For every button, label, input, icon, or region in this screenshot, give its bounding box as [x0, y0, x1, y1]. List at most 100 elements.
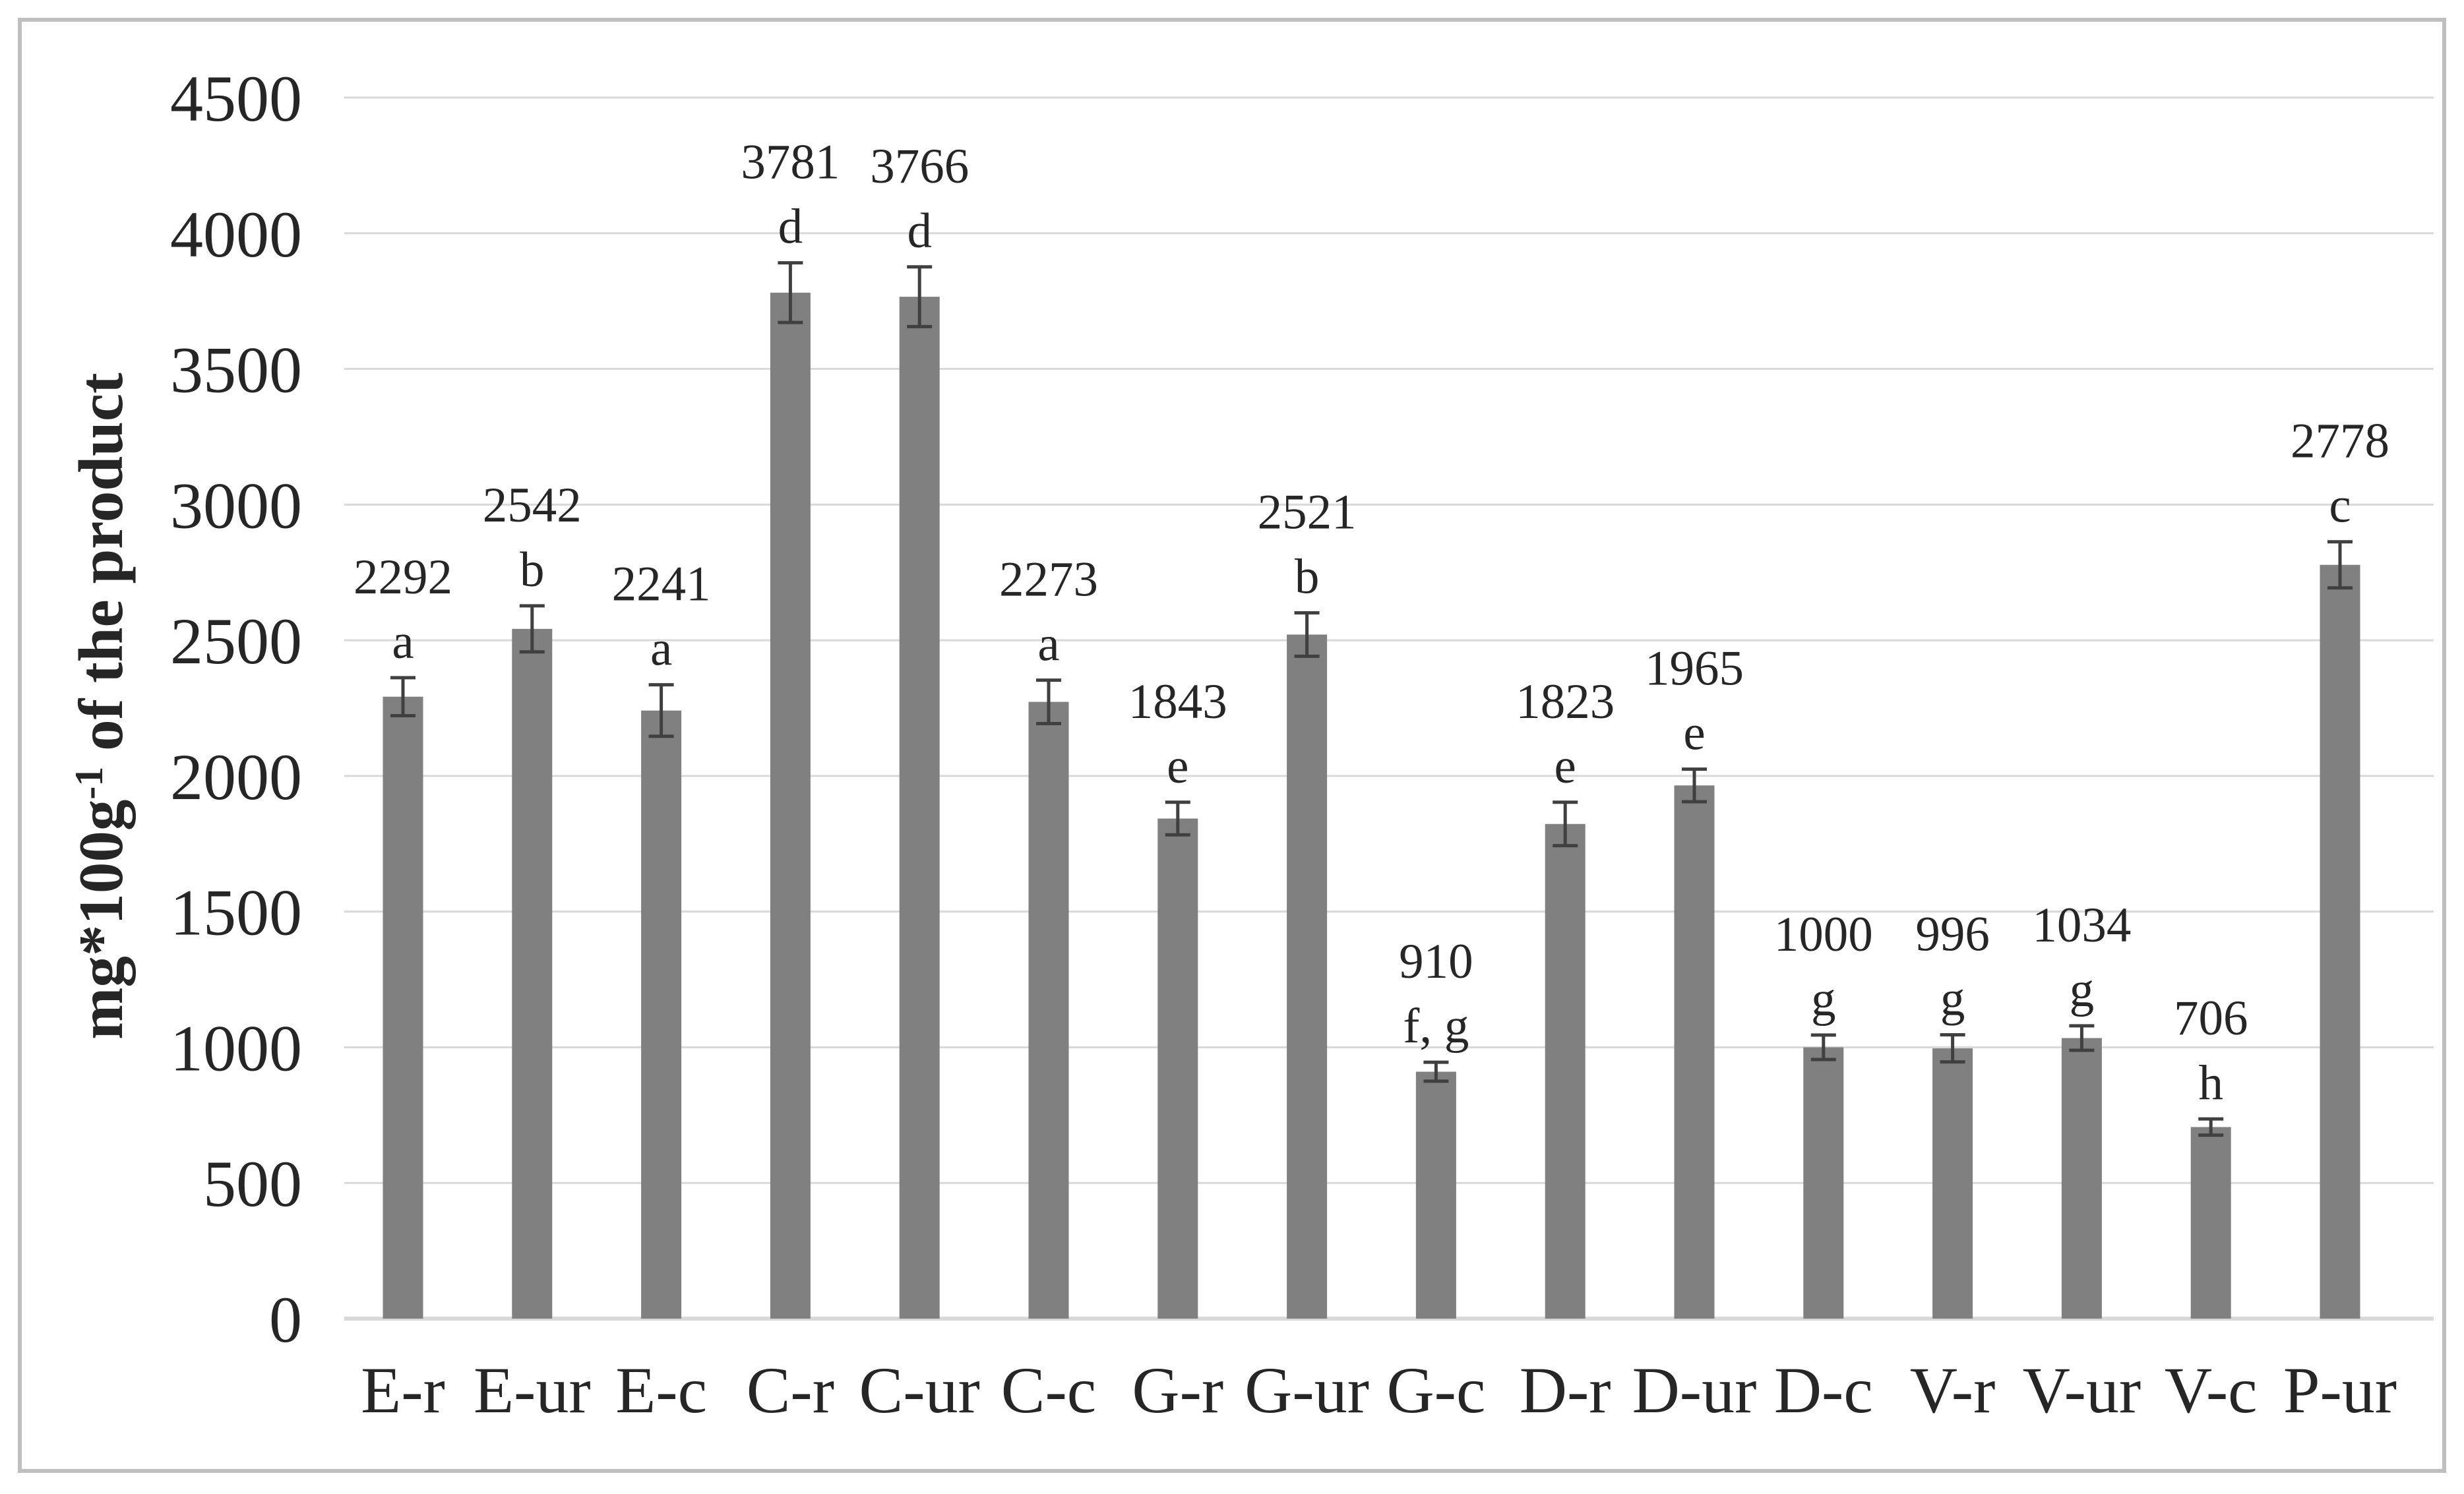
letter-label-V-c: h — [2198, 1056, 2223, 1110]
value-label-D-c: 1000 — [1774, 907, 1873, 962]
y-tick-label-1000: 1000 — [170, 1011, 302, 1085]
error-bar-V-ur — [2069, 1024, 2095, 1052]
value-label-D-r: 1823 — [1516, 674, 1615, 729]
letter-label-E-r: a — [392, 614, 414, 669]
category-label-G-ur: G-ur — [1245, 1354, 1369, 1427]
error-bar-D-c — [1810, 1033, 1836, 1061]
value-label-E-c: 2241 — [612, 557, 711, 612]
error-bar-V-c — [2198, 1117, 2224, 1137]
error-bar-G-c — [1423, 1060, 1449, 1083]
letter-label-D-ur: e — [1683, 706, 1705, 761]
bar-E-r — [383, 696, 423, 1319]
category-label-G-r: G-r — [1132, 1354, 1223, 1427]
y-tick-label-500: 500 — [203, 1147, 302, 1220]
bar-D-c — [1803, 1047, 1844, 1319]
error-bar-G-ur — [1294, 611, 1320, 658]
y-tick-label-2500: 2500 — [170, 605, 302, 678]
bar-D-ur — [1674, 785, 1715, 1319]
y-axis-title: mg*100g-1 of the product — [66, 373, 136, 1040]
y-tick-label-4000: 4000 — [170, 198, 302, 271]
bar-D-r — [1545, 823, 1586, 1319]
category-label-V-ur: V-ur — [2023, 1354, 2141, 1427]
bar-C-r — [770, 292, 811, 1319]
y-axis-title-suffix: of the product — [66, 373, 136, 767]
category-label-P-ur: P-ur — [2283, 1354, 2397, 1427]
y-tick-label-2000: 2000 — [170, 740, 302, 814]
y-tick-label-0: 0 — [269, 1283, 302, 1356]
bar-V-ur — [2061, 1038, 2102, 1319]
letter-label-D-r: e — [1555, 739, 1576, 794]
error-bar-C-ur — [907, 265, 933, 328]
y-axis-title-superscript: -1 — [67, 767, 111, 800]
letter-label-D-c: g — [1811, 972, 1836, 1027]
category-label-V-c: V-c — [2165, 1354, 2258, 1427]
error-bar-C-r — [778, 261, 803, 324]
error-bar-V-r — [1940, 1033, 1965, 1064]
error-bar-E-c — [648, 683, 674, 738]
bars — [383, 292, 2360, 1319]
error-bar-E-r — [390, 676, 416, 718]
bar-E-ur — [512, 628, 553, 1319]
y-tick-label-1500: 1500 — [170, 876, 302, 949]
category-label-D-r: D-r — [1520, 1354, 1611, 1427]
y-tick-label-3500: 3500 — [170, 334, 302, 407]
bar-V-r — [1932, 1048, 1973, 1319]
category-label-C-r: C-r — [747, 1354, 834, 1427]
letter-label-C-c: a — [1037, 617, 1059, 672]
value-label-G-ur: 2521 — [1258, 485, 1357, 540]
value-label-E-r: 2292 — [354, 550, 452, 605]
y-tick-label-4500: 4500 — [170, 62, 302, 135]
category-label-D-ur: D-ur — [1632, 1354, 1757, 1427]
error-bar-D-ur — [1682, 767, 1707, 804]
letter-label-P-ur: c — [2329, 479, 2351, 533]
category-label-C-c: C-c — [1001, 1354, 1096, 1427]
error-bar-C-c — [1036, 678, 1061, 725]
bar-G-r — [1157, 818, 1198, 1319]
category-label-V-r: V-r — [1910, 1354, 1996, 1427]
error-bar-D-r — [1553, 800, 1578, 848]
value-label-G-c: 910 — [1399, 934, 1473, 989]
bar-P-ur — [2320, 564, 2360, 1319]
value-label-C-c: 2273 — [999, 553, 1098, 607]
category-label-E-r: E-r — [361, 1354, 445, 1427]
value-label-C-ur: 3766 — [870, 139, 969, 194]
value-label-C-r: 3781 — [741, 135, 840, 190]
category-label-E-c: E-c — [615, 1354, 707, 1427]
letter-label-G-c: f, g — [1403, 999, 1469, 1054]
bar-value-labels: 2292 a 2542 b 2241 a 3781 d 3766 d 2273 a 1843 e 2521 b… — [354, 135, 2389, 1110]
letter-label-E-c: a — [650, 622, 672, 676]
error-bars — [390, 261, 2353, 1137]
letter-label-C-ur: d — [907, 204, 932, 258]
value-label-V-ur: 1034 — [2032, 898, 2131, 953]
category-label-C-ur: C-ur — [859, 1354, 980, 1427]
y-tick-label-3000: 3000 — [170, 469, 302, 542]
bar-C-ur — [899, 297, 940, 1319]
error-bar-P-ur — [2327, 540, 2353, 590]
category-label-E-ur: E-ur — [474, 1354, 591, 1427]
letter-label-E-ur: b — [520, 543, 545, 597]
letter-label-G-r: e — [1167, 739, 1188, 794]
letter-label-V-ur: g — [2070, 963, 2095, 1017]
bar-C-c — [1028, 702, 1069, 1319]
error-bar-G-r — [1165, 800, 1190, 837]
letter-label-C-r: d — [778, 200, 803, 254]
value-label-E-ur: 2542 — [483, 478, 582, 533]
bar-E-c — [641, 710, 682, 1319]
chart-border — [18, 18, 2446, 1473]
bar-G-c — [1415, 1071, 1456, 1319]
value-label-G-r: 1843 — [1128, 674, 1227, 729]
letter-label-G-ur: b — [1295, 550, 1320, 605]
category-label-G-c: G-c — [1386, 1354, 1485, 1427]
error-bar-E-ur — [519, 604, 545, 654]
x-axis-category-labels: E-r E-ur E-c C-r C-ur C-c G-r G-ur G-c D-r D-ur D-c… — [361, 1354, 2397, 1427]
bar-V-c — [2190, 1127, 2231, 1319]
y-axis-title-prefix: mg*100g — [66, 800, 136, 1040]
category-label-D-c: D-c — [1774, 1354, 1873, 1427]
y-axis-tick-labels: 0 500 1000 1500 2000 2500 3000 3500 4000 4500 — [170, 62, 302, 1356]
letter-label-V-r: g — [1940, 972, 1965, 1027]
value-label-V-r: 996 — [1915, 907, 1990, 962]
value-label-P-ur: 2778 — [2291, 414, 2389, 469]
bar-G-ur — [1287, 634, 1328, 1319]
